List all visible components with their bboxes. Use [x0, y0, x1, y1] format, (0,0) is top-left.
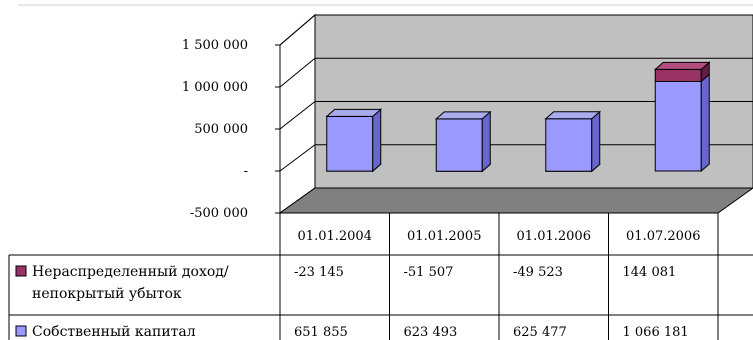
bar-segment-equity-front — [326, 115, 374, 172]
bar-segment-equity-top — [325, 108, 383, 117]
bar-segment-equity-front — [545, 118, 593, 172]
table-cell: 144 081 — [623, 265, 677, 280]
bar-segment-equity-side — [591, 110, 601, 173]
table-cell: -51 507 — [404, 265, 454, 280]
table-cell: 651 855 — [294, 325, 348, 340]
table-cell: -49 523 — [513, 265, 563, 280]
category-label: 01.01.2005 — [407, 229, 481, 244]
gridline — [279, 101, 316, 130]
category-label: 01.01.2006 — [517, 229, 591, 244]
bar-segment-equity-side — [372, 108, 382, 173]
side-wall — [279, 13, 316, 214]
bar-segment-equity-front — [654, 80, 702, 172]
bar-segment-undistributed-front — [654, 68, 702, 82]
bar-segment-equity — [654, 73, 710, 173]
floor — [278, 187, 753, 214]
bar-segment-equity — [544, 110, 602, 173]
y-axis: 1 500 000 1 000 000 500 000 - -500 000 — [182, 38, 248, 221]
data-table: 01.01.2004 01.01.2005 01.01.2006 01.07.2006… — [8, 213, 753, 340]
category-label: 01.07.2006 — [626, 229, 700, 244]
bar-segment-equity-top — [434, 111, 492, 120]
bar-segment-undistributed — [653, 61, 711, 83]
gridline — [279, 144, 316, 172]
y-tick-label: - — [244, 164, 248, 179]
y-tick-label: -500 000 — [190, 206, 248, 221]
table-cell: 1 066 181 — [623, 325, 689, 340]
series-name: Нераспределенный доход/ — [32, 264, 229, 280]
gridline — [279, 57, 316, 88]
category-label: 01.01.2004 — [298, 229, 372, 244]
bar-segment-equity — [325, 108, 383, 173]
bar-segment-equity-side — [700, 73, 710, 173]
y-tick-label: 500 000 — [194, 122, 248, 137]
bars — [325, 61, 711, 173]
series-name: Собственный капитал — [32, 324, 196, 340]
series-name: непокрытый убыток — [32, 286, 182, 302]
table-cell: 623 493 — [404, 325, 458, 340]
table-cell: 625 477 — [513, 325, 567, 340]
bar-segment-equity-front — [435, 118, 483, 172]
bar-segment-equity-top — [544, 111, 602, 120]
table-cell: -23 145 — [294, 265, 344, 280]
bar-segment-equity — [434, 110, 492, 173]
y-tick-label: 1 000 000 — [182, 80, 248, 95]
legend-key — [15, 265, 27, 277]
bar-segment-equity-side — [481, 110, 491, 173]
y-tick-label: 1 500 000 — [182, 38, 248, 53]
legend-key — [15, 325, 27, 337]
gridline — [279, 14, 316, 46]
bar-segment-undistributed-top — [653, 61, 711, 70]
